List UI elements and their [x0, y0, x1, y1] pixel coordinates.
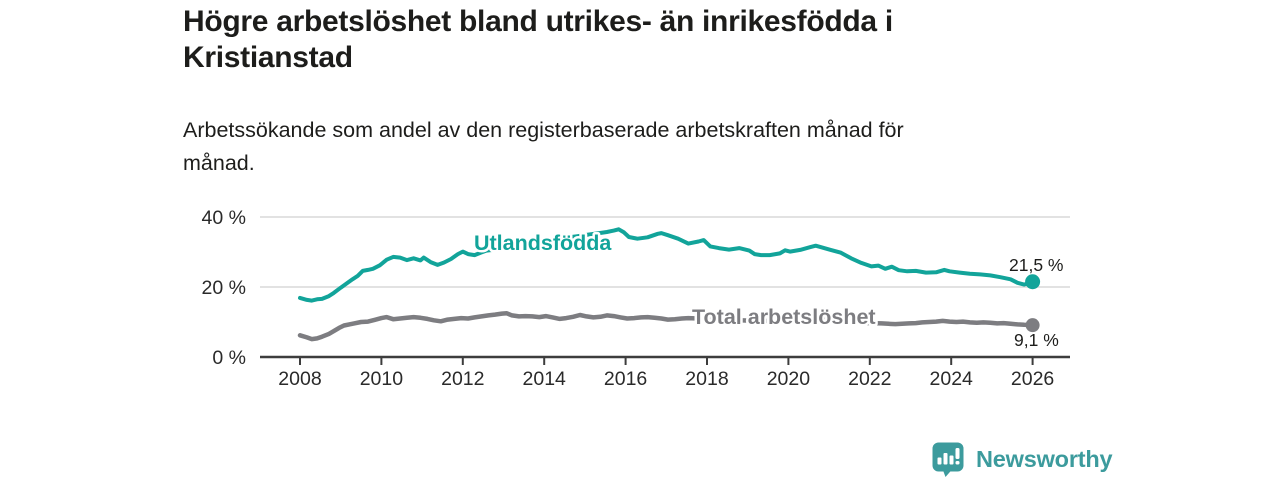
x-tick-label: 2008	[278, 368, 321, 390]
chart-subtitle: Arbetssökande som andel av den registerb…	[183, 118, 904, 175]
x-tick-label: 2020	[767, 368, 811, 390]
value-label: 9,1 %	[1014, 330, 1059, 350]
x-tick-label: 2026	[1011, 368, 1054, 390]
y-tick-label: 0 %	[212, 347, 246, 369]
series-end-dot	[1025, 318, 1040, 333]
newsworthy-logo-text: Newsworthy	[976, 445, 1113, 472]
series-line-utlandsfodda	[298, 227, 1035, 303]
x-tick-label: 2016	[604, 368, 647, 390]
series-label: Total arbetslöshet	[692, 305, 876, 329]
x-tick-label: 2010	[360, 368, 404, 390]
x-tick-label: 2022	[848, 368, 891, 390]
x-tick-label: 2014	[523, 368, 567, 390]
x-tick-label: 2024	[930, 368, 974, 390]
x-tick-label: 2018	[685, 368, 728, 390]
y-tick-label: 40 %	[202, 207, 246, 229]
newsworthy-logo: Newsworthy	[931, 441, 1113, 477]
series-end-dot	[1025, 274, 1041, 290]
bar-chart-speech-bubble-icon	[932, 442, 964, 477]
series-label: Utlandsfödda	[474, 231, 612, 255]
y-tick-label: 20 %	[202, 277, 246, 299]
x-tick-label: 2012	[441, 368, 484, 390]
value-label: 21,5 %	[1009, 255, 1063, 275]
page-title: Högre arbetslöshet bland utrikes- än inr…	[183, 5, 893, 74]
series-line-total	[297, 311, 1035, 342]
